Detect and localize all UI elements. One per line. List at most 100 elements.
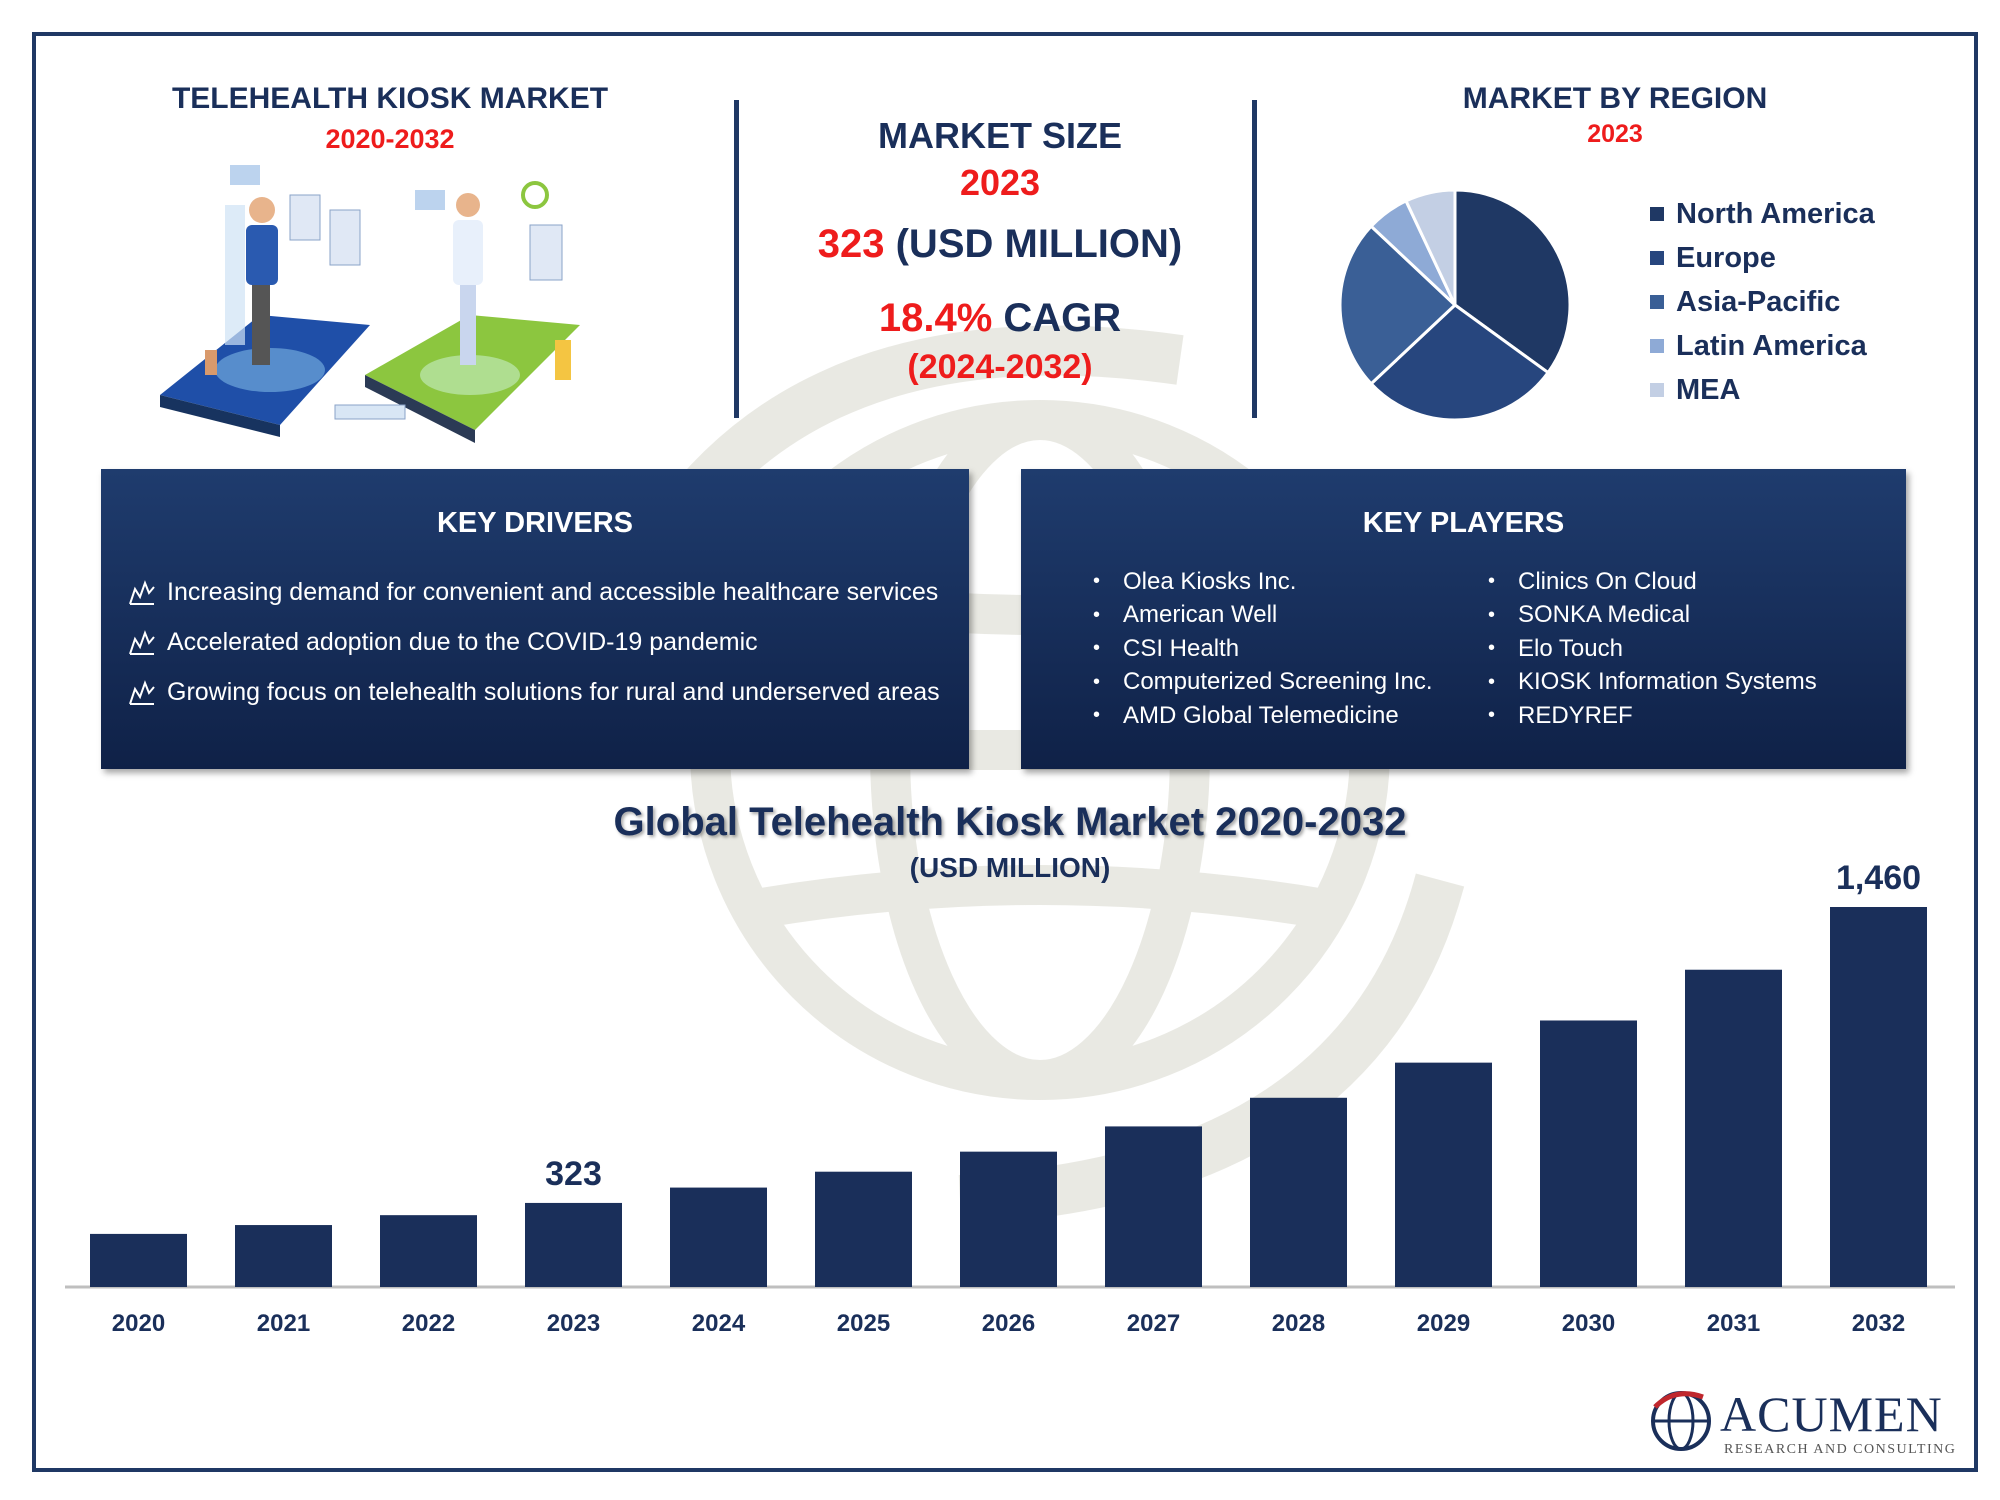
pie-slice-mea: [1404, 188, 1457, 306]
bar-2023: [525, 1202, 622, 1287]
pie-slice-europe: [1369, 303, 1551, 422]
market-size-unit: (USD MILLION): [884, 222, 1183, 266]
bullet-icon: •: [1488, 670, 1496, 693]
brand-name: ACUMEN: [1720, 1386, 1943, 1442]
x-tick-label: 2020: [112, 1310, 165, 1337]
bar-2020: [90, 1233, 187, 1287]
driver-item: Growing focus on telehealth solutions fo…: [127, 677, 940, 707]
market-size-number: 323: [817, 222, 885, 266]
bar-2021: [235, 1225, 332, 1287]
legend-label: North America: [1676, 197, 1875, 230]
player-name: American Well: [1123, 601, 1278, 629]
legend-swatch: [1650, 339, 1664, 353]
x-tick-label: 2026: [982, 1310, 1035, 1337]
player-item: • AMD Global Telemedicine: [1093, 699, 1433, 733]
player-item: • American Well: [1093, 599, 1433, 633]
players-column-1: • Olea Kiosks Inc. • American Well • CSI Heal…: [1093, 565, 1433, 733]
player-item: • CSI Health: [1093, 632, 1433, 666]
player-name: Clinics On Cloud: [1518, 567, 1697, 595]
legend-swatch: [1650, 295, 1664, 309]
legend-label: Europe: [1676, 241, 1776, 274]
bullet-icon: •: [1093, 570, 1101, 593]
cagr-percent: 18.4%: [878, 296, 993, 340]
legend-swatch: [1650, 207, 1664, 221]
bullet-icon: •: [1093, 603, 1101, 626]
legend-swatch: [1650, 251, 1664, 265]
player-name: Olea Kiosks Inc.: [1123, 567, 1297, 595]
bullet-icon: •: [1488, 570, 1496, 593]
player-item: • Elo Touch: [1488, 632, 1817, 666]
legend-label: MEA: [1676, 373, 1741, 406]
market-size-title: MARKET SIZE: [877, 115, 1122, 156]
report-years: 2020-2032: [325, 124, 455, 154]
player-name: Elo Touch: [1518, 634, 1623, 662]
bar-2028: [1250, 1097, 1347, 1287]
bar-2031: [1685, 969, 1782, 1287]
region-year: 2023: [1587, 120, 1643, 148]
market-size-year: 2023: [959, 162, 1041, 203]
pie-slice-north-america: [1453, 188, 1572, 375]
x-tick-label: 2030: [1562, 1310, 1615, 1337]
data-label-2032: 1,460: [1836, 859, 1921, 897]
legend-label: Asia-Pacific: [1676, 285, 1841, 318]
cagr-period: (2024-2032): [907, 348, 1093, 386]
player-item: • KIOSK Information Systems: [1488, 666, 1817, 700]
cagr-value: 18.4% CAGR: [745, 296, 1255, 341]
x-tick-label: 2022: [402, 1310, 455, 1337]
bar-2029: [1395, 1062, 1492, 1287]
region-legend: North America Europe Asia-Pacific Latin Ame…: [1650, 192, 1875, 412]
growth-chart-icon: [129, 680, 155, 705]
x-tick-label: 2023: [547, 1310, 600, 1337]
key-drivers-title: KEY DRIVERS: [436, 507, 634, 539]
player-name: REDYREF: [1518, 701, 1633, 729]
driver-item: Accelerated adoption due to the COVID-19…: [127, 627, 758, 657]
bar-2025: [815, 1171, 912, 1287]
pie-slice-asia-pacific: [1338, 224, 1458, 386]
brand-tagline: RESEARCH AND CONSULTING: [1724, 1442, 1957, 1457]
player-item: • Clinics On Cloud: [1488, 565, 1817, 599]
divider-right: [1252, 100, 1257, 418]
bullet-icon: •: [1488, 637, 1496, 660]
x-tick-label: 2029: [1417, 1310, 1470, 1337]
x-tick-label: 2032: [1852, 1310, 1905, 1337]
key-players-title: KEY PLAYERS: [1362, 507, 1565, 539]
bullet-icon: •: [1488, 704, 1496, 727]
player-name: KIOSK Information Systems: [1518, 668, 1817, 696]
x-tick-label: 2024: [692, 1310, 746, 1337]
bar-2026: [960, 1151, 1057, 1287]
bar-2030: [1540, 1020, 1637, 1287]
player-name: CSI Health: [1123, 634, 1240, 662]
bullet-icon: •: [1093, 704, 1101, 727]
chart-title: Global Telehealth Kiosk Market 2020-2032: [613, 800, 1407, 844]
data-label-2023: 323: [545, 1155, 602, 1193]
driver-text: Growing focus on telehealth solutions fo…: [167, 677, 940, 706]
market-size-value: 323 (USD MILLION): [745, 222, 1255, 267]
acumen-globe-logo: [1651, 1391, 1711, 1451]
key-players-panel: KEY PLAYERS • Olea Kiosks Inc. • American W…: [1021, 469, 1906, 769]
key-drivers-panel: KEY DRIVERS Increasing demand for conven…: [101, 469, 969, 769]
bullet-icon: •: [1488, 603, 1496, 626]
kiosk-illustration: [160, 165, 580, 443]
bar-2027: [1105, 1126, 1202, 1287]
player-item: • Olea Kiosks Inc.: [1093, 565, 1433, 599]
player-item: • Computerized Screening Inc.: [1093, 666, 1433, 700]
driver-text: Accelerated adoption due to the COVID-19…: [167, 627, 758, 656]
bar-2024: [670, 1187, 767, 1287]
bar-2032: [1830, 907, 1927, 1287]
legend-label: Latin America: [1676, 329, 1867, 362]
bullet-icon: •: [1093, 670, 1101, 693]
legend-item: MEA: [1650, 368, 1875, 412]
x-tick-label: 2027: [1127, 1310, 1180, 1337]
growth-chart-icon: [129, 580, 155, 605]
chart-subtitle: (USD MILLION): [909, 852, 1111, 883]
driver-item: Increasing demand for convenient and acc…: [127, 577, 938, 607]
player-item: • REDYREF: [1488, 699, 1817, 733]
player-name: AMD Global Telemedicine: [1123, 701, 1399, 729]
legend-item: North America: [1650, 192, 1875, 236]
player-name: SONKA Medical: [1518, 601, 1691, 629]
bar-2022: [380, 1215, 477, 1287]
legend-swatch: [1650, 383, 1664, 397]
players-column-2: • Clinics On Cloud • SONKA Medical • Elo Touc…: [1488, 565, 1817, 733]
growth-chart-icon: [129, 630, 155, 655]
